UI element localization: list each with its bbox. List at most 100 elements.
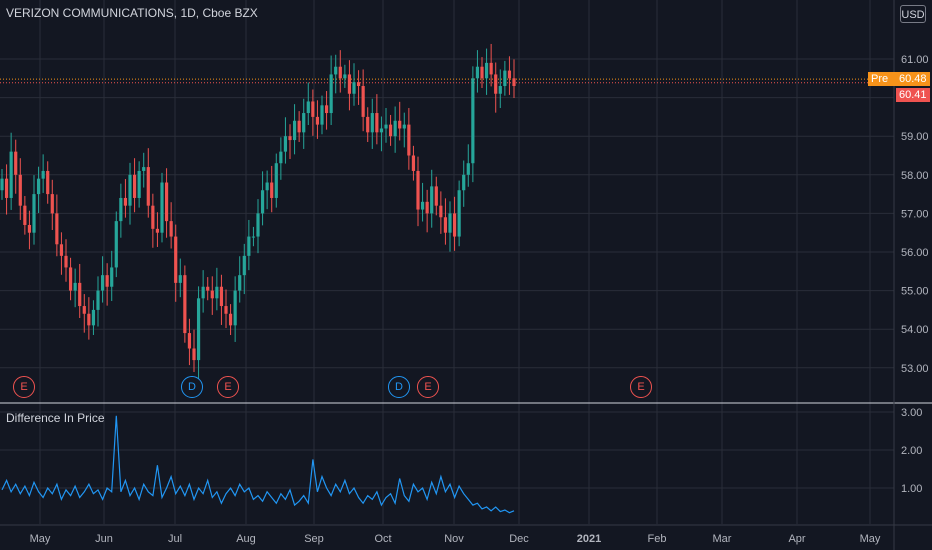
candle-body — [183, 275, 187, 334]
earnings-marker[interactable]: E — [630, 376, 652, 398]
candle-body — [416, 170, 420, 210]
candle-body — [142, 167, 146, 171]
indicator-axis-label: 3.00 — [901, 407, 922, 419]
candle-body — [379, 128, 384, 133]
candle-body — [59, 244, 64, 256]
candle-body — [324, 105, 329, 114]
earnings-marker[interactable]: E — [217, 376, 239, 398]
candle-body — [430, 186, 434, 214]
candle-body — [36, 178, 41, 195]
candle-body — [187, 333, 192, 349]
time-axis-label: Jun — [95, 533, 113, 545]
time-axis-label: Sep — [304, 533, 324, 545]
candle-body — [23, 205, 27, 225]
candle-body — [4, 178, 9, 198]
candle-body — [96, 290, 100, 310]
chart-title: VERIZON COMMUNICATIONS, 1D, Cboe BZX — [6, 6, 258, 20]
dividend-marker[interactable]: D — [388, 376, 410, 398]
candle-body — [420, 201, 425, 210]
candle-body — [279, 151, 283, 164]
candle-body — [151, 205, 155, 229]
candle-body — [260, 190, 265, 214]
candle-body — [68, 267, 73, 291]
candle-body — [475, 66, 480, 79]
candle-body — [347, 74, 352, 94]
candle-body — [78, 282, 82, 307]
price-axis-label: 53.00 — [901, 363, 929, 375]
candle-body — [466, 163, 470, 175]
candle-body — [247, 236, 251, 256]
candle-body — [242, 255, 246, 276]
candle-body — [155, 228, 160, 233]
candle-body — [64, 255, 68, 268]
candle-body — [128, 174, 132, 206]
candle-body — [471, 78, 475, 164]
indicator-title: Difference In Price — [6, 411, 105, 425]
candle-body — [507, 70, 512, 79]
candle-body — [224, 306, 228, 314]
candle-body — [320, 105, 324, 125]
candle-body — [384, 124, 388, 129]
candle-body — [302, 113, 306, 133]
difference-line — [1, 415, 515, 514]
candle-body — [105, 275, 109, 287]
candle-body — [100, 275, 105, 291]
candle-body — [448, 213, 452, 233]
candle-body — [288, 136, 292, 141]
candle-body — [356, 82, 361, 87]
candle-body — [292, 120, 297, 141]
time-axis-label: Mar — [713, 533, 732, 545]
candle-body — [160, 182, 164, 233]
price-axis-label: 55.00 — [901, 286, 929, 298]
candle-body — [343, 74, 347, 79]
time-axis-label: May — [860, 533, 881, 545]
candle-body — [498, 86, 502, 94]
candle-body — [18, 174, 22, 206]
candle-body — [169, 221, 173, 237]
candle-body — [338, 66, 342, 79]
candle-body — [434, 186, 438, 206]
candle-body — [370, 113, 374, 133]
candle-body — [137, 170, 141, 198]
indicator-axis-label: 2.00 — [901, 445, 922, 457]
candle-body — [457, 190, 461, 237]
price-axis-label: 56.00 — [901, 247, 929, 259]
candle-body — [315, 116, 320, 125]
candle-body — [494, 74, 498, 94]
time-axis-label: Nov — [444, 533, 464, 545]
candle-body — [27, 224, 32, 233]
candle-body — [32, 194, 36, 233]
candle-body — [265, 182, 269, 191]
time-axis-label: Apr — [788, 533, 805, 545]
candle-body — [82, 306, 86, 314]
candle-body — [306, 101, 310, 114]
candle-body — [114, 221, 118, 268]
candle-body — [14, 151, 18, 175]
candle-body — [251, 236, 256, 238]
candle-body — [361, 86, 365, 117]
candle-body — [489, 62, 493, 75]
earnings-marker[interactable]: E — [417, 376, 439, 398]
time-axis-label: Dec — [509, 533, 529, 545]
candle-body — [91, 309, 96, 326]
candle-body — [210, 290, 214, 299]
candle-body — [443, 217, 448, 233]
earnings-marker[interactable]: E — [13, 376, 35, 398]
candle-body — [123, 197, 128, 206]
candle-body — [206, 286, 210, 291]
candle-body — [375, 113, 379, 133]
time-axis-label: 2021 — [577, 533, 601, 545]
candle-body — [462, 174, 466, 191]
candle-body — [270, 182, 274, 198]
candle-body — [9, 151, 13, 198]
price-axis-label: 57.00 — [901, 208, 929, 220]
price-axis-label: 61.00 — [901, 54, 929, 66]
last-price-tag: 60.41 — [896, 88, 930, 102]
candle-body — [119, 197, 123, 222]
candle-body — [256, 213, 260, 237]
dividend-marker[interactable]: D — [181, 376, 203, 398]
currency-button[interactable]: USD — [900, 5, 926, 23]
candle-body — [398, 120, 402, 129]
time-axis-label: May — [30, 533, 51, 545]
